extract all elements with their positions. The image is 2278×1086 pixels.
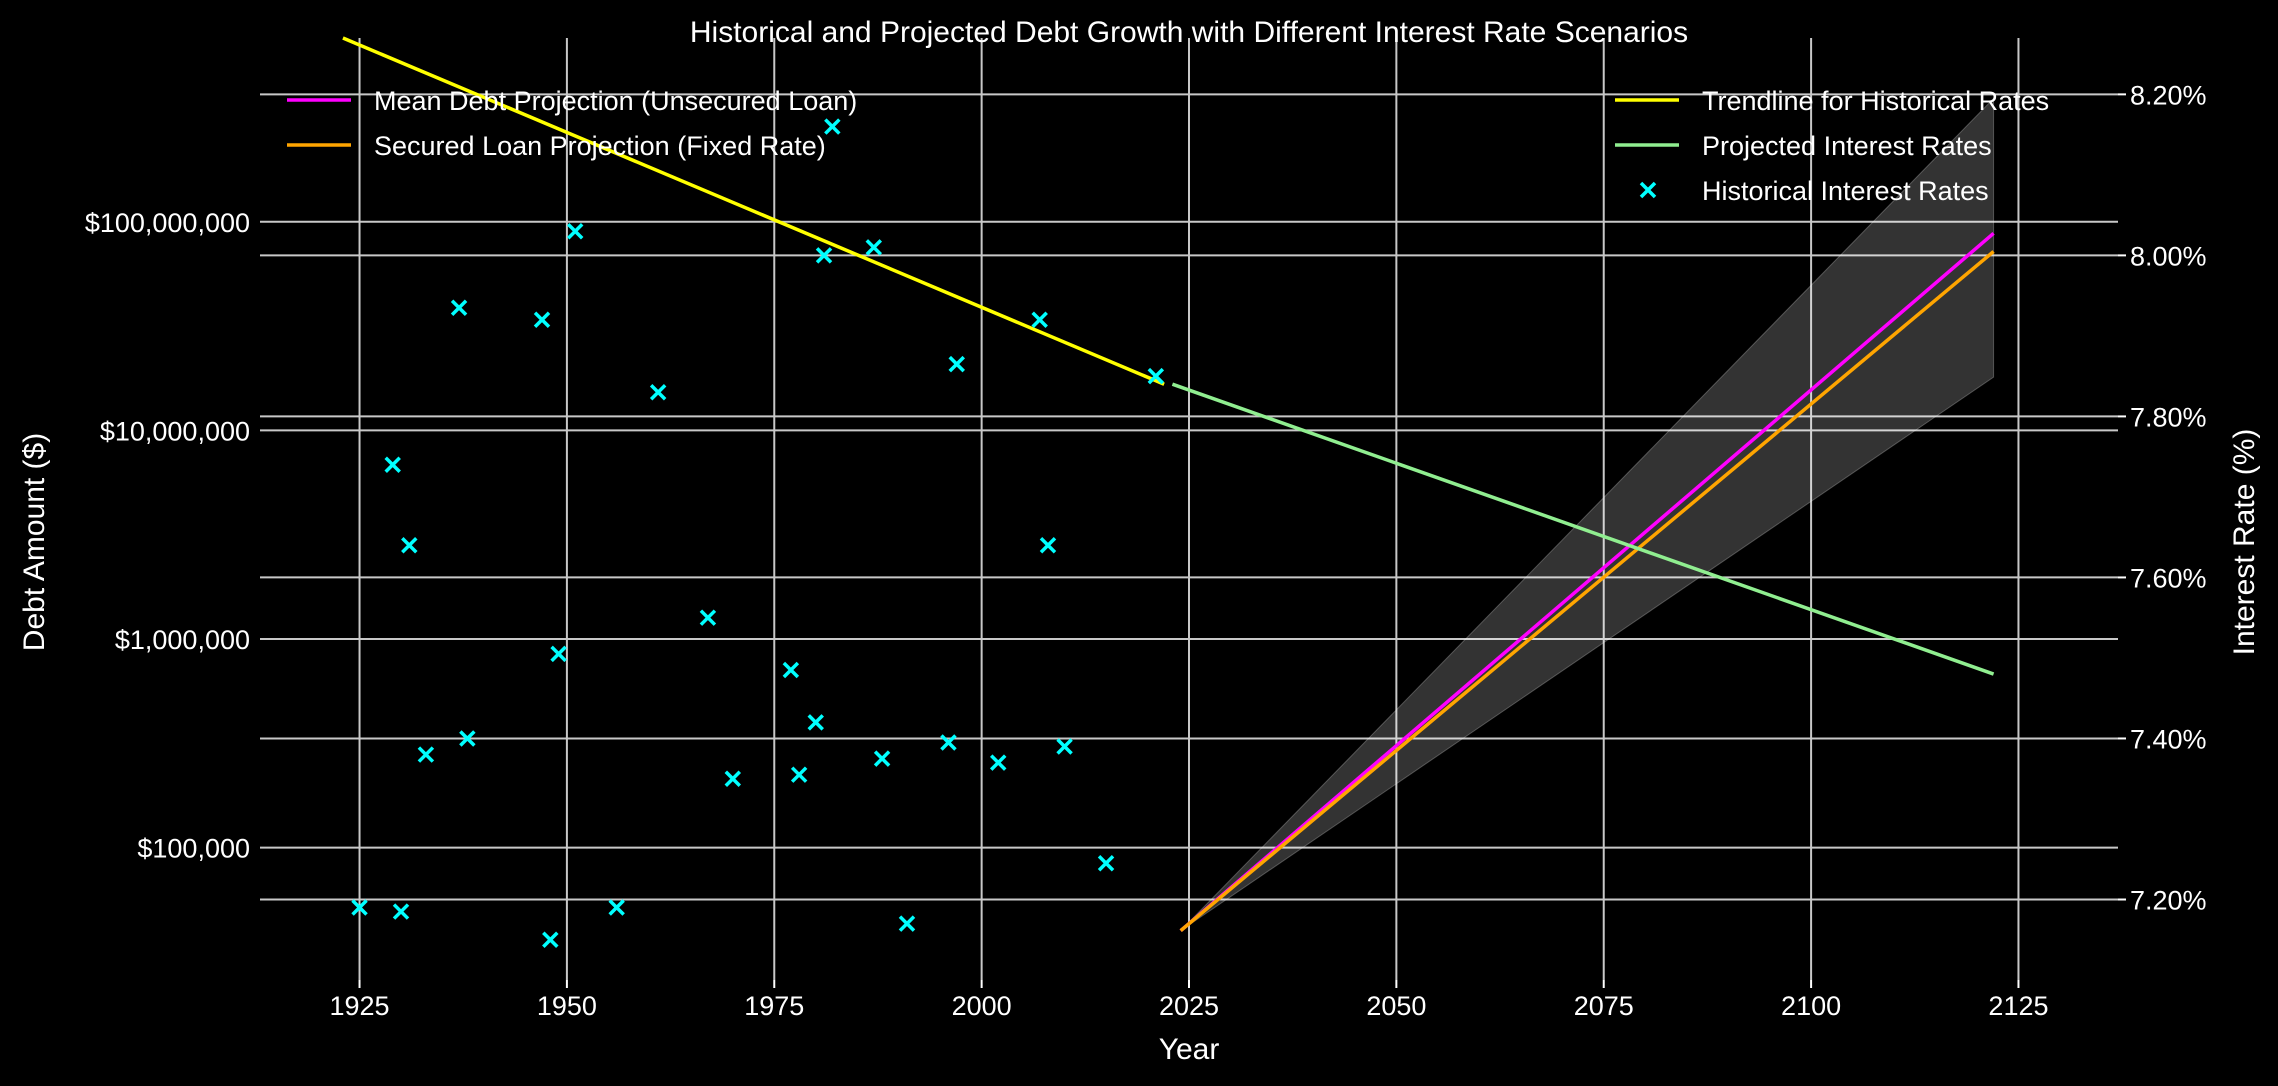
scatter-point [384, 456, 401, 473]
x-tick-label: 2075 [1574, 991, 1634, 1021]
chart-title: Historical and Projected Debt Growth wit… [690, 16, 1688, 49]
left-tick-label: $100,000,000 [85, 208, 250, 238]
left-tick-label: $1,000,000 [115, 625, 250, 655]
scatter-point [782, 661, 800, 679]
scatter-point [1039, 536, 1057, 554]
left-axis-label: Debt Amount ($) [18, 433, 51, 651]
scatter-point [1097, 855, 1115, 872]
scatter-point [807, 714, 824, 731]
x-tick-label: 1950 [537, 991, 597, 1021]
scatter-point [1056, 738, 1073, 755]
x-tick-label: 2050 [1366, 991, 1426, 1021]
legend-entry: Mean Debt Projection (Unsecured Loan) [287, 86, 857, 116]
scatter-point [417, 746, 435, 763]
x-tick-label: 1925 [329, 991, 389, 1021]
scatter-point [873, 750, 891, 767]
series-line [1179, 232, 1995, 932]
x-tick-label: 2100 [1781, 991, 1841, 1021]
legend-entry: Projected Interest Rates [1615, 131, 1992, 161]
scatter-point [649, 384, 667, 401]
scatter-point [898, 915, 916, 932]
series-layer [342, 36, 1995, 932]
right-axis-label: Interest Rate (%) [2228, 429, 2261, 656]
scatter-point [392, 903, 410, 920]
series-line [342, 36, 1165, 386]
scatter-point [542, 931, 559, 948]
scatter-point [699, 609, 717, 626]
scatter-point [940, 734, 957, 751]
right-tick-label: 7.80% [2130, 402, 2207, 432]
scatter-point [989, 754, 1007, 771]
scatter-point [1147, 367, 1165, 385]
x-tick-label: 2125 [1988, 991, 2048, 1021]
scatter-point [865, 239, 883, 256]
scatter-point [351, 899, 368, 916]
left-tick-label: $100,000 [137, 834, 250, 864]
scatter-point [815, 247, 833, 264]
scatter-point [450, 299, 468, 316]
scatter-point [533, 311, 551, 329]
legend-label: Secured Loan Projection (Fixed Rate) [374, 131, 826, 161]
grid [260, 38, 2118, 980]
right-tick-label: 7.20% [2130, 885, 2207, 915]
legend-entry: Trendline for Historical Rates [1615, 86, 2049, 116]
confidence-band-layer [1180, 97, 1995, 932]
scatter-layer [351, 118, 1165, 948]
legend-label: Trendline for Historical Rates [1702, 86, 2049, 116]
legend-entry: Historical Interest Rates [1639, 176, 1989, 206]
scatter-point [459, 730, 476, 747]
scatter-point [824, 118, 841, 135]
series-line [1179, 250, 1995, 932]
confidence-band [1180, 97, 1995, 932]
x-axis-ticks: 1925 1950 1975 2000 2025 2050 2075 2100 2125 [329, 980, 2049, 1021]
scatter-point [608, 899, 625, 916]
x-tick-label: 2000 [952, 991, 1012, 1021]
right-axis-ticks: 7.20% 7.40% 7.60% 7.80% 8.00% 8.20% [2118, 80, 2207, 915]
scatter-point [550, 645, 567, 663]
legend-label: Historical Interest Rates [1702, 176, 1989, 206]
right-tick-label: 8.00% [2130, 241, 2207, 271]
legend-entry: Secured Loan Projection (Fixed Rate) [287, 131, 826, 161]
scatter-point [948, 355, 965, 373]
x-axis-label: Year [1159, 1033, 1220, 1066]
left-tick-label: $10,000,000 [100, 416, 250, 446]
scatter-point [790, 766, 808, 783]
right-tick-label: 7.40% [2130, 724, 2207, 754]
scatter-point [1031, 311, 1048, 329]
right-tick-label: 8.20% [2130, 80, 2207, 110]
legend-right: Trendline for Historical Rates Projected … [1615, 86, 2049, 206]
left-axis-ticks: $100,000 $1,000,000 $10,000,000 $100,000,00… [85, 208, 250, 864]
scatter-point [724, 770, 742, 787]
series-line [1171, 382, 1995, 676]
scatter-point [566, 222, 584, 240]
x-tick-label: 2025 [1159, 991, 1219, 1021]
x-tick-label: 1975 [744, 991, 804, 1021]
legend-label: Mean Debt Projection (Unsecured Loan) [374, 86, 857, 116]
legend-label: Projected Interest Rates [1702, 131, 1992, 161]
legend-left: Mean Debt Projection (Unsecured Loan) Sec… [287, 86, 857, 161]
scatter-point [401, 536, 418, 554]
right-tick-label: 7.60% [2130, 563, 2207, 593]
